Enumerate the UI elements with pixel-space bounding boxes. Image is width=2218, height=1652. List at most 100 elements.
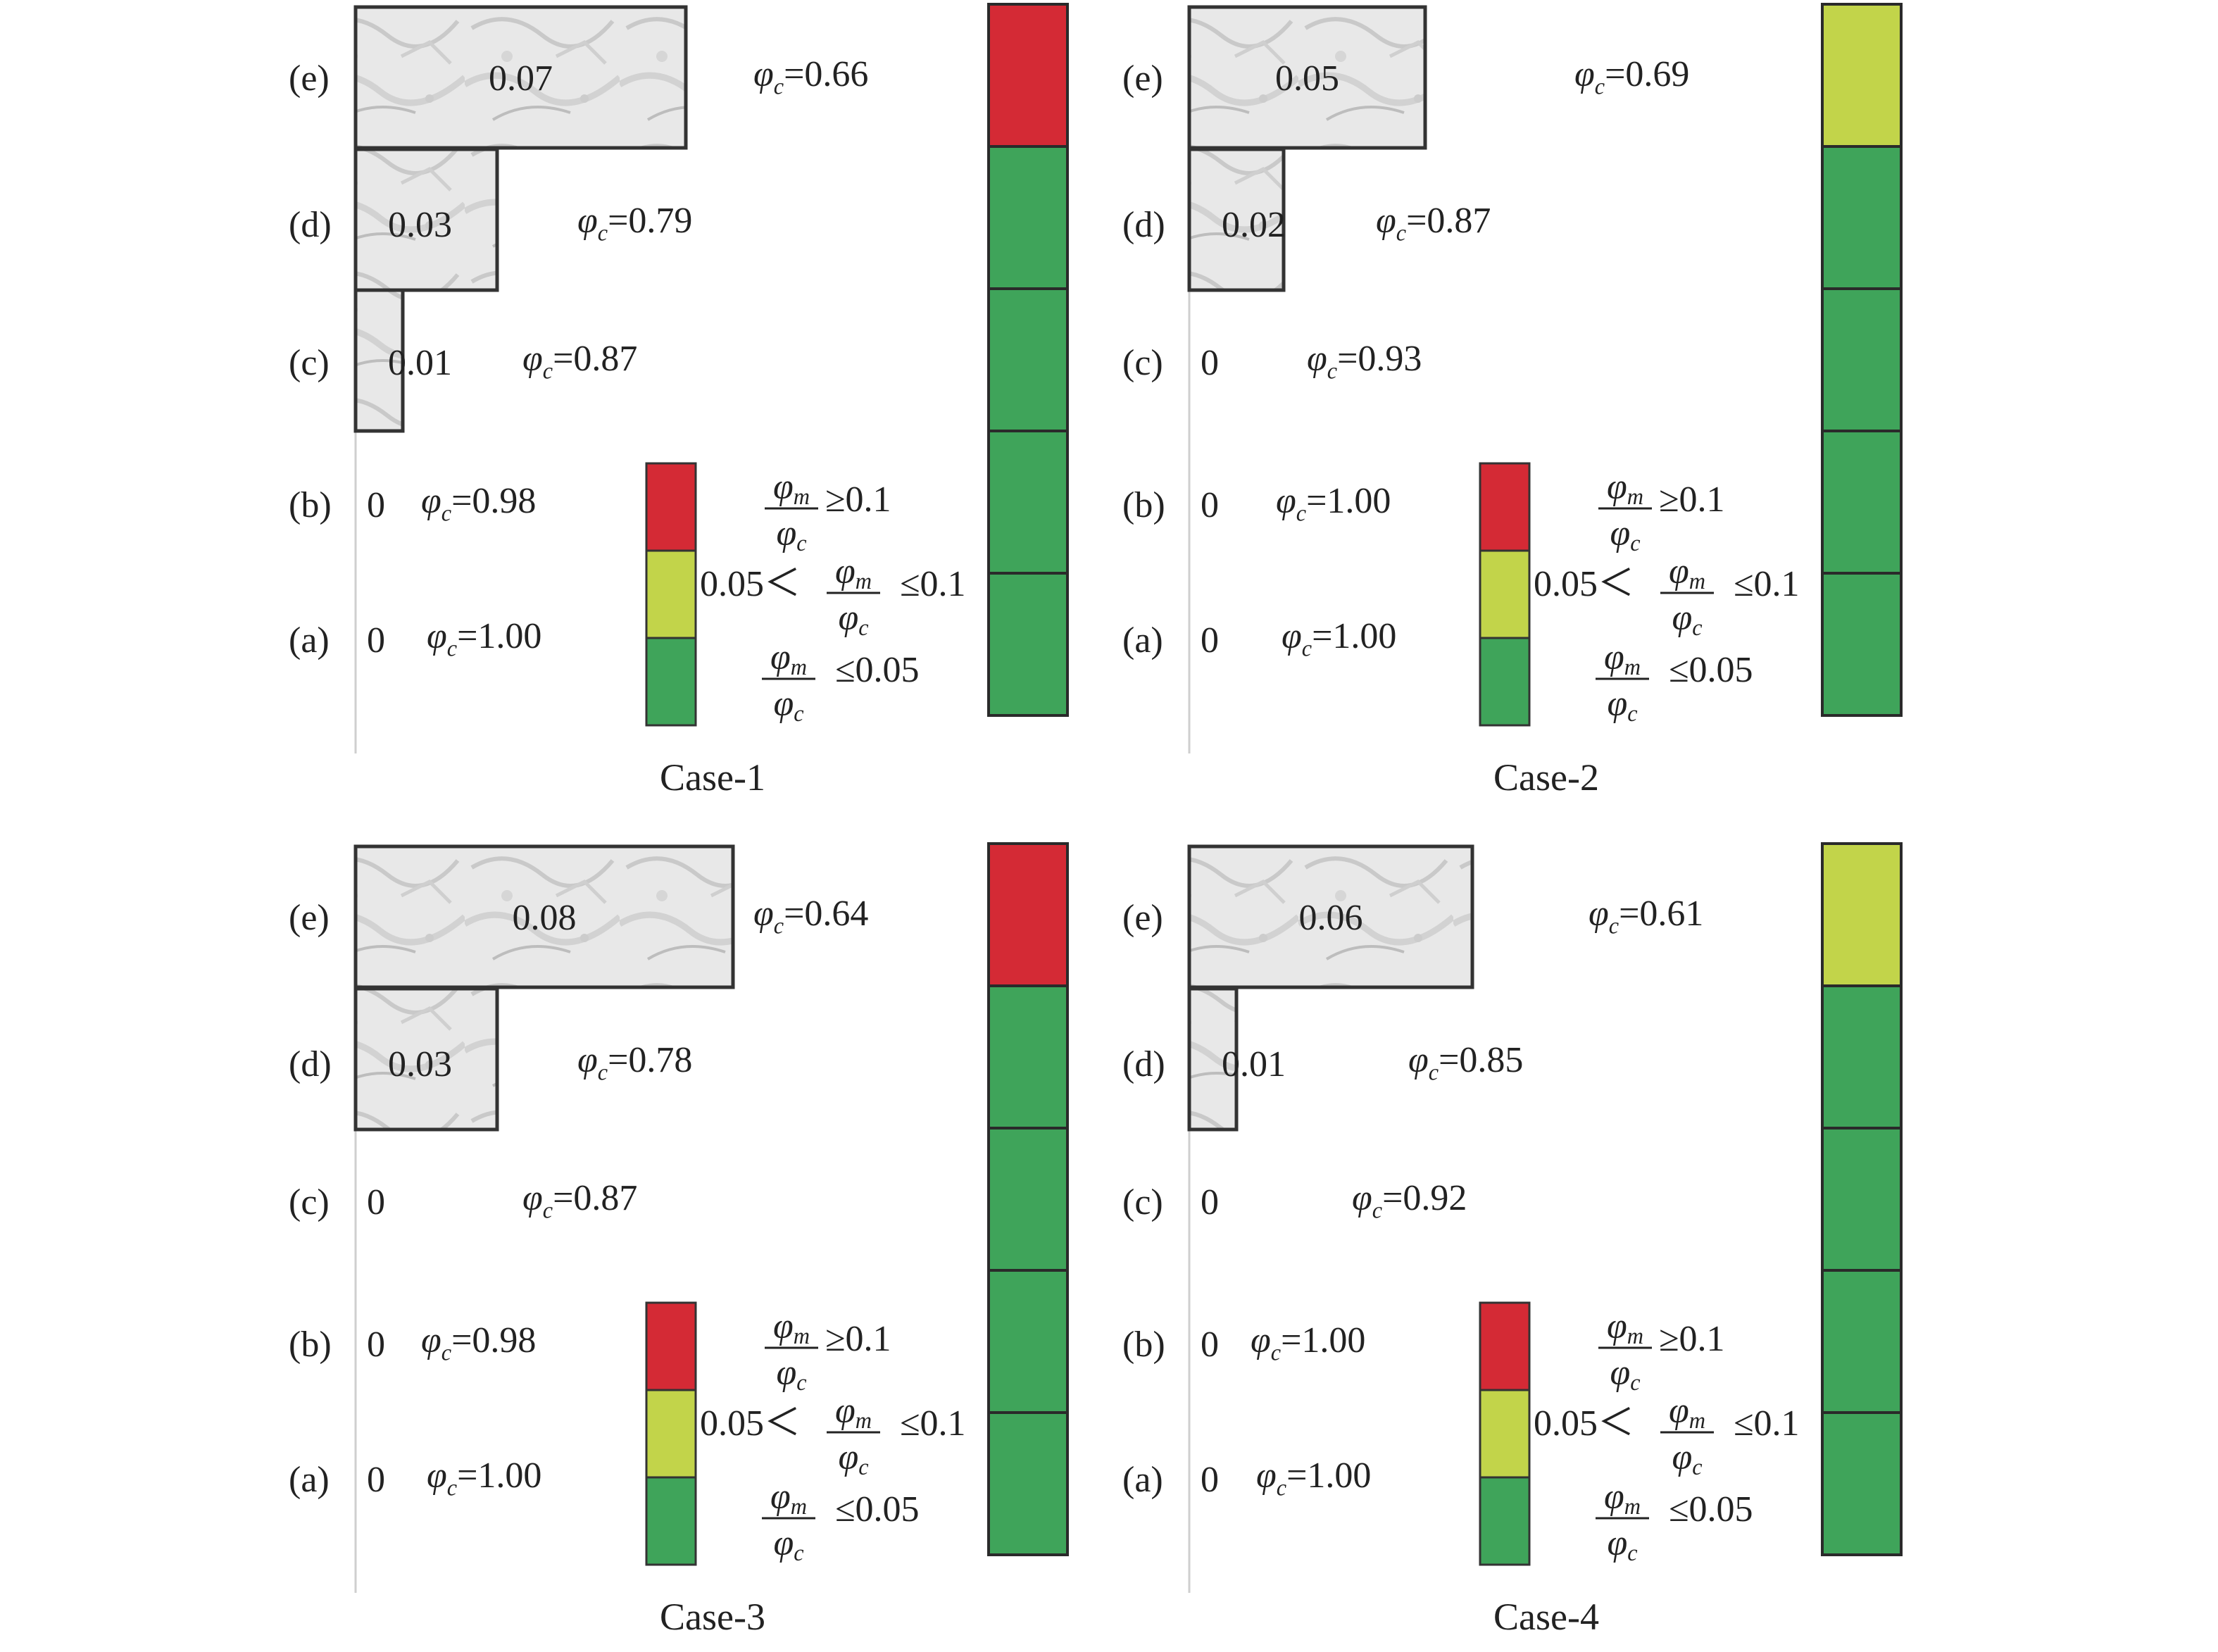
phi-c-label: φc=0.64 <box>753 894 868 938</box>
status-cell-green <box>987 572 1069 717</box>
bar-value-label: 0 <box>1201 485 1219 525</box>
phi-c-label: φc=0.87 <box>522 339 637 383</box>
status-cell-green <box>1821 287 1903 432</box>
status-cell-green <box>1821 1269 1903 1414</box>
bar-value-label: 0 <box>367 1460 385 1500</box>
category-label: (c) <box>1122 343 1163 383</box>
legend-green-condition: ≤0.05 <box>835 1489 920 1529</box>
phi-c-label: φc=0.98 <box>421 481 536 525</box>
legend-red-condition: ≥0.1 <box>1659 480 1725 520</box>
phi-c-label: φc=0.79 <box>577 201 692 245</box>
status-cell-green <box>1821 572 1903 717</box>
category-label: (b) <box>289 1325 332 1365</box>
status-cell-green <box>987 430 1069 575</box>
bar <box>1187 987 1239 1132</box>
fraction-denominator: φc <box>1610 513 1640 556</box>
status-cell-green <box>987 1127 1069 1272</box>
phi-c-label: φc=1.00 <box>1256 1456 1371 1500</box>
bar-value-label: 0.01 <box>388 343 452 383</box>
phi-c-label: φc=1.00 <box>1282 616 1396 661</box>
legend-yellow-upper: ≤0.1 <box>1734 1403 1800 1444</box>
case-title: Case-4 <box>1493 1596 1599 1638</box>
status-cell-green <box>987 1411 1069 1556</box>
legend-yellow-lower: 0.05＜ <box>1534 1403 1634 1444</box>
category-label: (a) <box>1122 1460 1163 1500</box>
category-label: (e) <box>1122 58 1163 99</box>
category-label: (b) <box>1122 1325 1165 1365</box>
category-label: (c) <box>1122 1182 1163 1222</box>
legend-green-condition: ≤0.05 <box>1669 650 1753 690</box>
legend-swatch-yellow <box>645 549 697 639</box>
case-title: Case-3 <box>660 1596 765 1638</box>
bar <box>353 987 499 1132</box>
bar-value-label: 0 <box>1201 343 1219 383</box>
bar-value-label: 0 <box>1201 1325 1219 1365</box>
fraction-numerator: φm <box>1607 1306 1643 1348</box>
bar <box>1187 147 1286 292</box>
fraction-numerator: φm <box>835 1391 872 1433</box>
status-cell-yellow <box>1821 3 1903 148</box>
bar-value-label: 0 <box>367 620 385 661</box>
legend-swatch-yellow <box>1479 1389 1531 1479</box>
status-cell-green <box>1821 145 1903 290</box>
fraction-denominator: φc <box>1672 1437 1702 1479</box>
legend-green-condition: ≤0.05 <box>1669 1489 1753 1529</box>
legend-red-condition: ≥0.1 <box>1659 1319 1725 1359</box>
phi-c-label: φc=0.93 <box>1307 339 1422 383</box>
status-cell-green <box>987 984 1069 1130</box>
legend-swatch-red <box>645 462 697 552</box>
bar-value-label: 0 <box>1201 1182 1219 1222</box>
legend-swatch-yellow <box>645 1389 697 1479</box>
bar-value-label: 0.06 <box>1299 898 1363 938</box>
category-label: (e) <box>1122 898 1163 938</box>
fraction-numerator: φm <box>770 637 807 680</box>
status-cell-green <box>1821 1127 1903 1272</box>
status-cell-green <box>987 1269 1069 1414</box>
bar-value-label: 0 <box>1201 620 1219 661</box>
legend-swatch-green <box>1479 1476 1531 1566</box>
phi-c-label: φc=1.00 <box>427 616 541 661</box>
status-cell-red <box>987 3 1069 148</box>
bar <box>353 5 688 150</box>
category-label: (e) <box>289 58 330 99</box>
legend-swatch-green <box>645 637 697 727</box>
phi-c-label: φc=0.85 <box>1408 1040 1523 1084</box>
status-cell-red <box>987 842 1069 987</box>
fraction-numerator: φm <box>1669 551 1705 594</box>
fraction-denominator: φc <box>773 1523 803 1565</box>
legend-red-condition: ≥0.1 <box>825 1319 891 1359</box>
category-label: (d) <box>289 1044 332 1084</box>
phi-c-label: φc=0.87 <box>1376 201 1491 245</box>
fraction-numerator: φm <box>1604 637 1641 680</box>
fraction-numerator: φm <box>1607 467 1643 509</box>
legend-yellow-lower: 0.05＜ <box>700 1403 801 1444</box>
category-label: (c) <box>289 1182 330 1222</box>
fraction-denominator: φc <box>1672 598 1702 640</box>
bar <box>353 844 735 989</box>
category-label: (d) <box>1122 1044 1165 1084</box>
bar-value-label: 0.01 <box>1222 1044 1286 1084</box>
bar-value-label: 0.03 <box>388 1044 452 1084</box>
legend-yellow-upper: ≤0.1 <box>1734 564 1800 604</box>
phi-c-label: φc=0.78 <box>577 1040 692 1084</box>
category-label: (e) <box>289 898 330 938</box>
fraction-numerator: φm <box>1669 1391 1705 1433</box>
bar-value-label: 0.08 <box>513 898 577 938</box>
panel-3: (e) 0.08 φc=0.64 (d) 0.03 φc=0.78 (c) 0 φc=0.87 (… <box>289 842 1069 1638</box>
panel-2: (e) 0.05 φc=0.69 (d) 0.02 φc=0.87 (c) 0 φc=0.93 (… <box>1122 3 1903 799</box>
fraction-denominator: φc <box>776 513 806 556</box>
status-cell-green <box>987 287 1069 432</box>
category-label: (b) <box>1122 485 1165 525</box>
category-label: (b) <box>289 485 332 525</box>
bar-value-label: 0.07 <box>489 58 553 99</box>
fraction-denominator: φc <box>776 1353 806 1395</box>
category-label: (d) <box>289 205 332 245</box>
case-title: Case-2 <box>1493 756 1599 799</box>
